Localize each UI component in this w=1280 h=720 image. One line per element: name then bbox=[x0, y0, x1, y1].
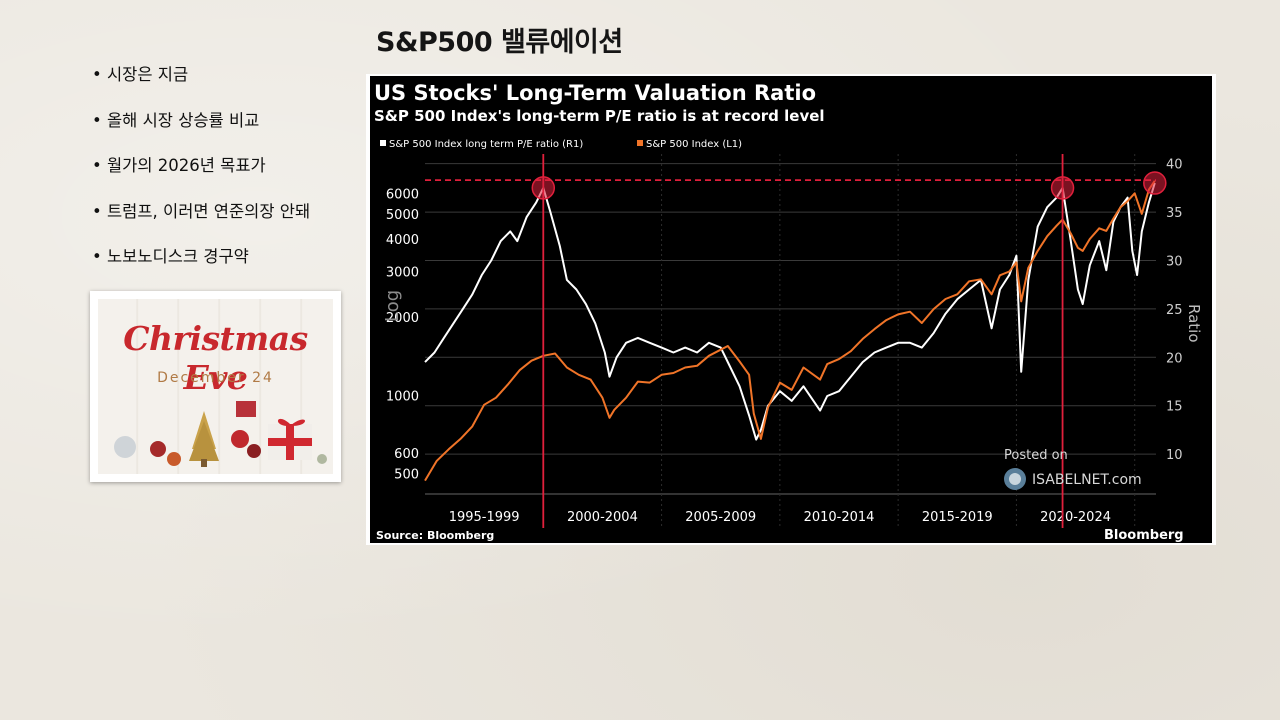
left-tick-label: 500 bbox=[394, 468, 419, 483]
left-axis-ticks: 500 600 1000 2000 3000 4000 5000 6000 bbox=[386, 187, 419, 482]
legend-label-pe: S&P 500 Index long term P/E ratio (R1) bbox=[389, 139, 583, 150]
right-tick-label: 30 bbox=[1166, 254, 1183, 269]
chart-background bbox=[370, 76, 1212, 543]
x-tick-label: 2020-2024 bbox=[1040, 510, 1111, 525]
legend-swatch-index bbox=[637, 140, 643, 146]
valuation-chart: US Stocks' Long-Term Valuation Ratio S&P… bbox=[370, 76, 1212, 543]
source-label: Source: Bloomberg bbox=[376, 529, 494, 542]
right-tick-label: 15 bbox=[1166, 400, 1183, 415]
left-axis-label: Log bbox=[382, 290, 403, 322]
right-tick-label: 25 bbox=[1166, 303, 1183, 318]
bloomberg-brand: Bloomberg bbox=[1104, 528, 1184, 543]
left-tick-label: 2000 bbox=[386, 311, 419, 326]
legend-label-index: S&P 500 Index (L1) bbox=[646, 139, 742, 150]
left-tick-label: 6000 bbox=[386, 187, 419, 202]
left-tick-label: 1000 bbox=[386, 389, 419, 404]
x-axis-labels: 1995-1999 2000-2004 2005-2009 2010-2014 2015… bbox=[449, 510, 1111, 525]
sp500-index-line bbox=[424, 180, 1156, 482]
left-tick-label: 4000 bbox=[386, 233, 419, 248]
chart-title: US Stocks' Long-Term Valuation Ratio bbox=[374, 81, 816, 105]
christmas-eve-title: Christmas Eve bbox=[123, 319, 308, 397]
legend-swatch-pe bbox=[380, 140, 386, 146]
x-tick-label: 2000-2004 bbox=[567, 510, 638, 525]
right-axis-ticks: 10 15 20 25 30 35 40 bbox=[1166, 158, 1183, 463]
x-tick-label: 2010-2014 bbox=[804, 510, 875, 525]
right-tick-label: 35 bbox=[1166, 206, 1183, 221]
christmas-eve-image: Christmas Eve December 24 bbox=[90, 291, 341, 482]
peak-highlight-circle bbox=[531, 176, 556, 200]
left-tick-label: 5000 bbox=[386, 208, 419, 223]
isabelnet-text: ISABELNET.com bbox=[1032, 472, 1142, 488]
right-tick-label: 10 bbox=[1166, 448, 1183, 463]
left-tick-label: 600 bbox=[394, 447, 419, 462]
grid-layer bbox=[425, 163, 1156, 455]
bullet-item: 월가의 2026년 목표가 bbox=[92, 153, 310, 199]
highlight-layer bbox=[425, 154, 1167, 528]
x-tick-label: 1995-1999 bbox=[449, 510, 520, 525]
isabelnet-watermark: Posted on ISABELNET.com bbox=[1004, 448, 1142, 490]
chart-card: US Stocks' Long-Term Valuation Ratio S&P… bbox=[366, 74, 1216, 545]
posted-on-text: Posted on bbox=[1004, 448, 1068, 463]
page-title: S&P500 밸류에이션 bbox=[376, 27, 623, 58]
left-tick-label: 3000 bbox=[386, 265, 419, 280]
bullet-item: 노보노디스크 경구약 bbox=[92, 244, 310, 290]
chart-subtitle: S&P 500 Index's long-term P/E ratio is a… bbox=[374, 107, 825, 125]
christmas-eve-date: December 24 bbox=[157, 370, 274, 386]
peak-highlight-circle bbox=[1050, 176, 1075, 200]
right-tick-label: 20 bbox=[1166, 351, 1183, 366]
christmas-decorations bbox=[114, 401, 327, 467]
peak-highlight-circle bbox=[1143, 171, 1167, 195]
right-tick-label: 40 bbox=[1166, 158, 1183, 173]
x-tick-label: 2005-2009 bbox=[685, 510, 756, 525]
x-tick-label: 2015-2019 bbox=[922, 510, 993, 525]
bullet-item: 트럼프, 이러면 연준의장 안돼 bbox=[92, 199, 310, 245]
bullet-list: 시장은 지금 올해 시장 상승률 비교 월가의 2026년 목표가 트럼프, 이… bbox=[92, 62, 310, 290]
right-axis-label: Ratio bbox=[1185, 304, 1203, 343]
bullet-item: 시장은 지금 bbox=[92, 62, 310, 108]
bullet-item: 올해 시장 상승률 비교 bbox=[92, 108, 310, 154]
